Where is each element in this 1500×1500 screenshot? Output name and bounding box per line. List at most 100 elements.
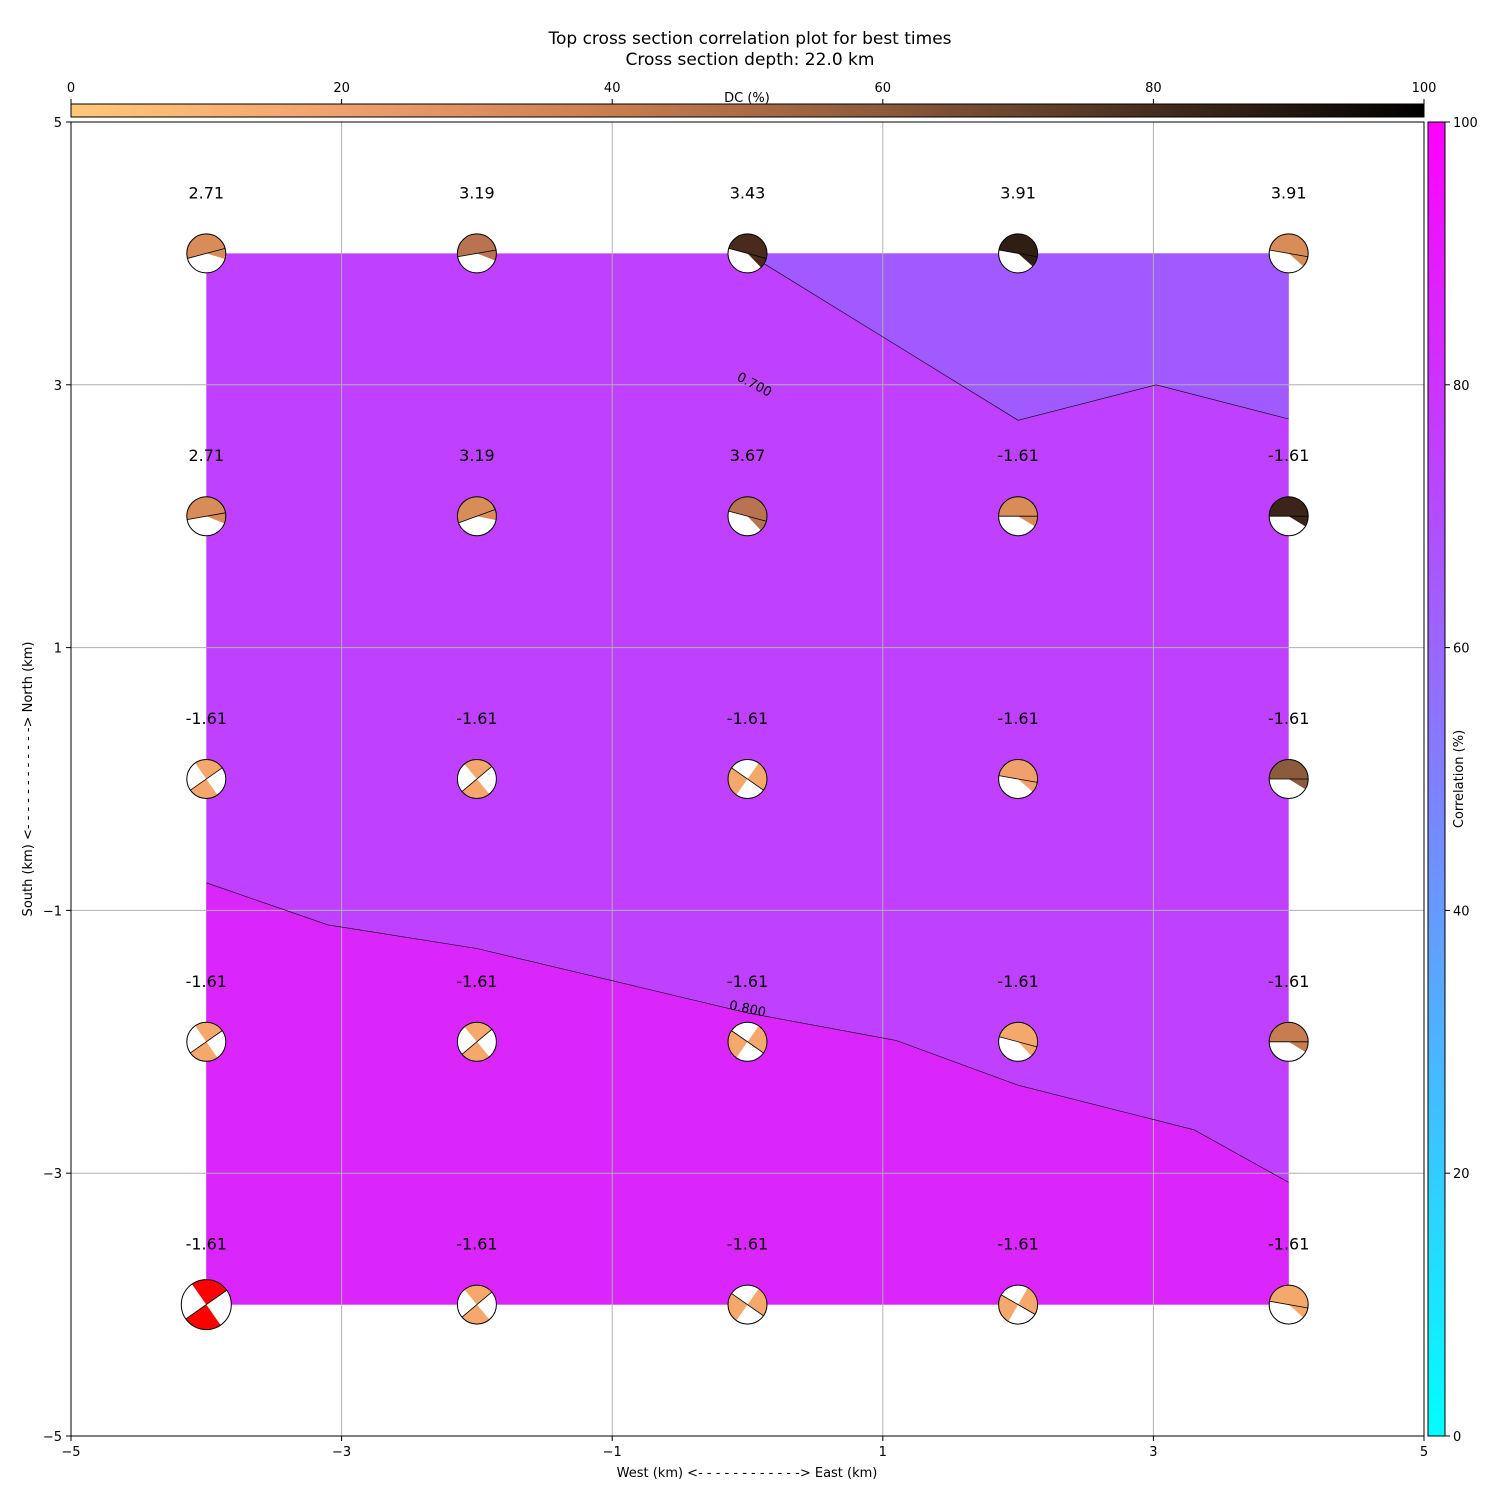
beachball-outline xyxy=(186,759,227,799)
beachball-outline xyxy=(1268,233,1309,274)
nodal-plane xyxy=(728,510,767,522)
time-value-label: -1.61 xyxy=(186,1235,227,1254)
y-tick-label: −3 xyxy=(43,1167,62,1182)
beachball-outline xyxy=(1268,1021,1309,1062)
beachball-hemisphere xyxy=(1269,234,1309,257)
beachball-quadrant xyxy=(728,1030,748,1058)
nodal-plane xyxy=(728,247,767,259)
beachball-outline xyxy=(727,1284,768,1325)
correlation-fill-regions xyxy=(206,253,1289,1305)
nodal-plane xyxy=(187,247,226,259)
time-value-label: -1.61 xyxy=(186,709,227,728)
time-value-label: -1.61 xyxy=(456,1235,497,1254)
time-value-label: -1.61 xyxy=(997,446,1038,465)
nodal-plane xyxy=(461,1028,493,1055)
nodal-plane xyxy=(999,1036,1038,1048)
time-value-label: 3.91 xyxy=(1000,183,1036,202)
time-value-label: -1.61 xyxy=(186,972,227,991)
corr-tick-label: 40 xyxy=(1453,904,1470,919)
beachball-quadrant xyxy=(190,1041,218,1062)
nodal-plane xyxy=(731,1293,764,1317)
beachball xyxy=(456,233,497,274)
time-value-label: -1.61 xyxy=(456,972,497,991)
beachballs: 2.71 3.19 3.43 3.91 3.91 2.71 3.19 3.67 -1.61 -1.… xyxy=(180,183,1309,1331)
beachball-outline xyxy=(186,496,227,537)
axes-ticks: −5 −3 −1 1 3 5 −5 −3 −1 1 3 5 xyxy=(43,116,1428,1460)
dc-colorbar-label: DC (%) xyxy=(724,91,770,106)
beachball-outline xyxy=(727,496,768,537)
beachball-quadrant xyxy=(461,1041,490,1062)
beachball-hemisphere xyxy=(999,1022,1038,1047)
time-value-label: -1.61 xyxy=(997,972,1038,991)
beachball xyxy=(1268,759,1309,799)
chart-subtitle: Cross section depth: 22.0 km xyxy=(626,50,875,70)
beachball-outline xyxy=(727,759,768,799)
beachball-hemisphere xyxy=(998,496,1038,517)
beachball xyxy=(186,496,227,537)
beachball-outline xyxy=(456,1021,497,1062)
region-above-0800 xyxy=(206,882,1289,1305)
dc-tick-label: 100 xyxy=(1412,81,1437,96)
beachball xyxy=(727,759,768,799)
nodal-plane xyxy=(1269,249,1308,258)
y-tick-label: 1 xyxy=(54,642,62,657)
time-value-label: -1.61 xyxy=(1268,972,1309,991)
nodal-plane xyxy=(187,512,226,520)
beachball xyxy=(456,759,497,799)
beachball-outline xyxy=(998,233,1039,274)
nodal-plane xyxy=(1001,1294,1036,1315)
corr-tick-label: 80 xyxy=(1453,379,1470,394)
dc-colorbar-strip xyxy=(70,103,1425,118)
nodal-plane xyxy=(1269,1300,1308,1309)
y-tick-label: 3 xyxy=(54,379,62,394)
beachball-outline xyxy=(998,1284,1039,1325)
beachball-outline xyxy=(456,759,497,799)
beachball xyxy=(998,759,1039,799)
beachball-quadrant xyxy=(998,1294,1019,1322)
time-value-label: 3.19 xyxy=(459,183,495,202)
corr-tick-label: 60 xyxy=(1453,642,1470,657)
beachball-outline xyxy=(186,233,227,274)
dc-tick-label: 60 xyxy=(875,81,892,96)
beachball xyxy=(456,1284,497,1325)
correlation-colorbar-label: Correlation (%) xyxy=(1452,730,1467,828)
beachball-sliver xyxy=(1288,774,1309,790)
beachball xyxy=(1268,1021,1309,1062)
beachball-quadrant xyxy=(185,1304,221,1330)
beachball xyxy=(456,496,497,537)
beachball-sliver xyxy=(1018,251,1038,267)
beachball-quadrant xyxy=(464,1285,492,1305)
beachball-outline xyxy=(727,233,768,274)
beachball-outline xyxy=(727,1021,768,1062)
dc-colorbar: 0 20 40 60 80 100 DC (%) xyxy=(67,81,1437,118)
y-tick-label: −5 xyxy=(43,1430,62,1445)
beachball-sliver xyxy=(1288,1303,1309,1318)
correlation-colorbar-strip xyxy=(1427,121,1446,1437)
beachball-hemisphere xyxy=(998,234,1038,257)
time-value-label: 3.19 xyxy=(459,446,495,465)
beachball-quadrant xyxy=(728,767,748,795)
beachball xyxy=(727,1284,768,1325)
beachball xyxy=(1268,496,1309,537)
nodal-plane xyxy=(731,767,764,791)
x-tick-label: 3 xyxy=(1149,1445,1157,1460)
time-value-label: 3.91 xyxy=(1271,183,1307,202)
beachball-sliver xyxy=(1288,251,1309,267)
beachball xyxy=(998,1284,1039,1325)
corr-tick-label: 20 xyxy=(1453,1167,1470,1182)
beachball-sliver xyxy=(206,243,226,259)
beachball-hemisphere xyxy=(998,759,1038,783)
chart-title: Top cross section correlation plot for b… xyxy=(547,29,951,49)
y-tick-label: −1 xyxy=(43,904,62,919)
time-value-label: -1.61 xyxy=(997,1235,1038,1254)
beachball-quadrant xyxy=(747,1025,767,1053)
beachball xyxy=(456,1021,497,1062)
x-tick-label: −1 xyxy=(603,1445,622,1460)
dc-tick-label: 80 xyxy=(1145,81,1162,96)
beachball-hemisphere xyxy=(1269,1022,1309,1042)
beachball-quadrant xyxy=(195,759,223,779)
beachball xyxy=(998,496,1039,537)
beachball xyxy=(727,496,768,537)
beachball-quadrant xyxy=(464,1022,492,1042)
